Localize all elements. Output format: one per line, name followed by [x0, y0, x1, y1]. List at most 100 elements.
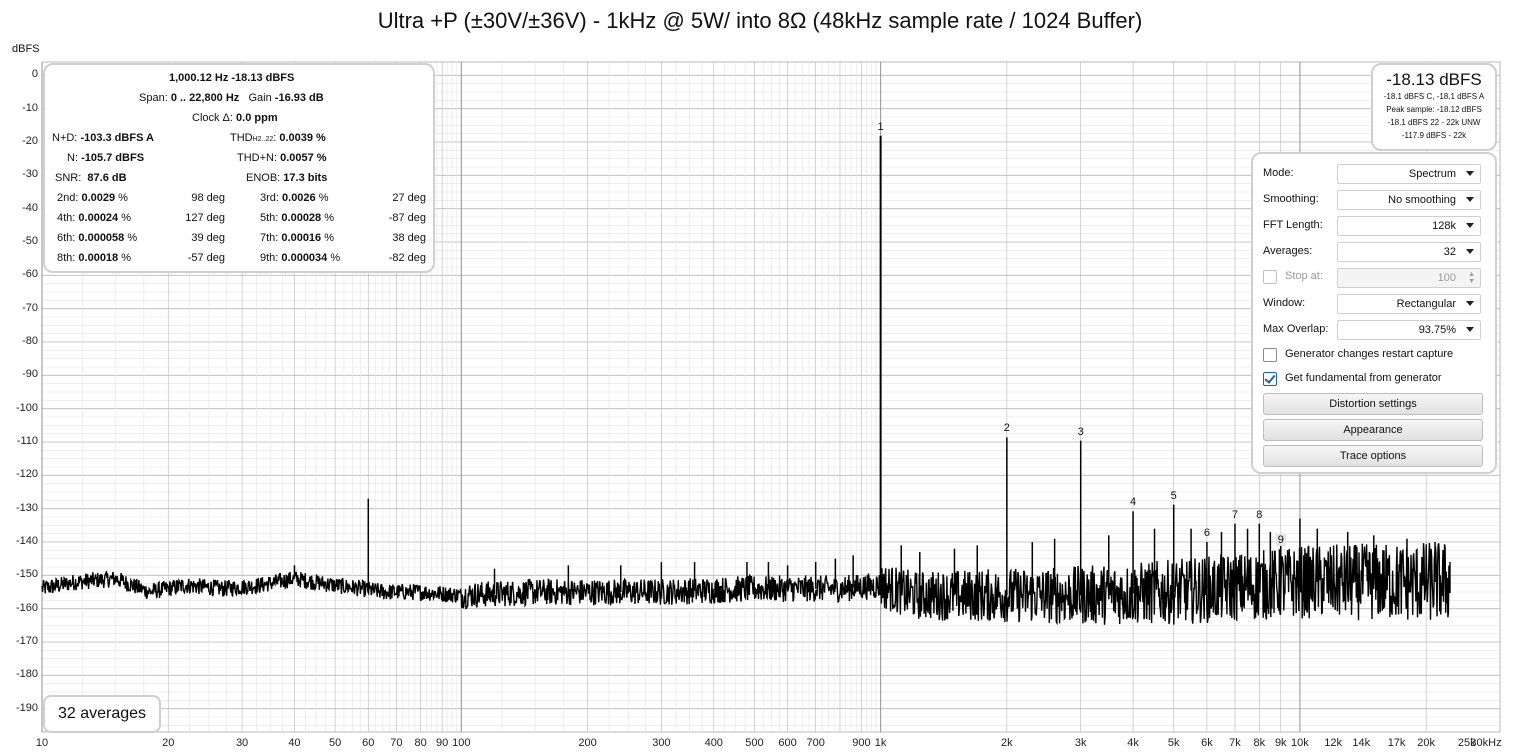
- y-tick-label: -170: [15, 635, 38, 647]
- harmonic-phase: -87 deg: [388, 212, 426, 224]
- y-tick-label: -80: [22, 335, 38, 347]
- x-tick-label: 3k: [1074, 737, 1087, 749]
- harmonic-label-9: 9: [1275, 533, 1286, 546]
- n-readout: N: -105.7 dBFS: [67, 152, 145, 164]
- x-tick-label: 1k: [874, 737, 887, 749]
- x-tick-label: 8k: [1253, 737, 1266, 749]
- x-tick-label: 70: [390, 737, 403, 749]
- x-tick-label: 4k: [1127, 737, 1139, 749]
- x-tick-label: 100: [452, 737, 471, 749]
- x-tick-label: 14k: [1352, 737, 1371, 749]
- harmonic-value: 5th: 0.00028 %: [260, 212, 335, 224]
- x-tick-label: 30: [235, 737, 249, 749]
- peak-lines: [293, 135, 1436, 596]
- harmonic-value: 6th: 0.000058 %: [57, 232, 138, 244]
- distortion-settings-button[interactable]: Distortion settings: [1263, 393, 1483, 415]
- harmonic-value: 8th: 0.00018 %: [57, 252, 132, 264]
- harmonic-label-6: 6: [1203, 527, 1210, 539]
- x-tick-label: 30kHz: [1470, 737, 1502, 749]
- y-tick-label: -100: [15, 401, 38, 414]
- fft-length-row: FFT Length: 128k: [1263, 216, 1485, 236]
- x-tick-label: 20k: [1417, 737, 1436, 749]
- fundamental-row[interactable]: Get fundamental from generator: [1263, 370, 1485, 390]
- x-tick-label: 9k: [1274, 737, 1287, 749]
- x-tick-label: 80: [414, 737, 427, 749]
- x-tick-label: 90: [436, 737, 449, 749]
- max-overlap-row: Max Overlap: 93.75%: [1263, 320, 1485, 340]
- chevron-down-icon: [1466, 301, 1474, 306]
- chevron-down-icon: [1466, 249, 1474, 254]
- stop-at-row: Stop at: 100 ▲ ▼: [1263, 268, 1485, 288]
- harmonic-label-7: 7: [1231, 508, 1239, 521]
- gen-restart-row[interactable]: Generator changes restart capture: [1263, 346, 1485, 366]
- y-tick-label: -30: [22, 168, 38, 181]
- spectrum-control-panel: Mode: Spectrum Smoothing: No smoothing F…: [1251, 152, 1497, 474]
- x-tick-label: 50: [328, 737, 342, 749]
- harmonic-label-1: 1: [877, 120, 884, 133]
- harmonic-value: 2nd: 0.0029 %: [57, 192, 128, 204]
- harmonic-phase: -57 deg: [187, 252, 225, 264]
- peak-level-value: -18.13 dBFS: [1386, 70, 1482, 89]
- appearance-button[interactable]: Appearance: [1263, 419, 1483, 441]
- averages-badge: 32 averages: [43, 695, 161, 733]
- harmonic-value: 7th: 0.00016 %: [260, 232, 335, 244]
- span-readout: Span: 0 .. 22,800 Hz Gain -16.93 dB: [139, 92, 324, 104]
- x-tick-label: 12k: [1324, 737, 1342, 749]
- x-tick-label: 7k: [1229, 737, 1241, 749]
- thd-readout: THDH2..22: 0.0039 %: [230, 132, 326, 144]
- max-overlap-select[interactable]: 93.75%: [1337, 320, 1481, 340]
- y-tick-label: 0: [31, 68, 38, 81]
- spinner-arrows-icon: ▲ ▼: [1468, 271, 1475, 285]
- mode-select[interactable]: Spectrum: [1337, 164, 1481, 184]
- harmonic-label-4: 4: [1130, 496, 1137, 509]
- stop-at-spinner[interactable]: 100 ▲ ▼: [1337, 268, 1481, 288]
- x-tick-label: 700: [806, 737, 825, 749]
- chevron-down-icon: [1466, 327, 1474, 332]
- chevron-down-icon: [1466, 223, 1474, 228]
- harmonic-phase: 98 deg: [191, 192, 225, 204]
- y-tick-label: -120: [15, 468, 38, 481]
- stop-at-checkbox[interactable]: [1263, 270, 1277, 284]
- x-tick-label: 60: [362, 737, 375, 749]
- y-tick-label: -90: [22, 368, 38, 381]
- fft-length-select[interactable]: 128k: [1337, 216, 1481, 236]
- fundamental-checkbox[interactable]: [1263, 372, 1277, 386]
- y-tick-label: -150: [15, 568, 38, 581]
- x-tick-label: 6k: [1201, 737, 1213, 749]
- x-tick-label: 40: [288, 737, 301, 749]
- chevron-down-icon: [1466, 171, 1474, 176]
- harmonic-label-8: 8: [1256, 508, 1263, 521]
- fundamental-readout: 1,000.12 Hz -18.13 dBFS: [169, 72, 295, 84]
- distortion-readout[interactable]: 1,000.12 Hz -18.13 dBFS Span: 0 .. 22,80…: [43, 63, 435, 273]
- peak-line-3: -18.1 dBFS 22 - 22k UNW: [1387, 118, 1481, 127]
- averages-select[interactable]: 32: [1337, 242, 1481, 262]
- harmonic-phase: 38 deg: [392, 232, 426, 244]
- y-tick-label: -180: [15, 668, 38, 681]
- x-tick-label: 5k: [1167, 737, 1180, 749]
- clock-readout: Clock Δ: 0.0 ppm: [192, 112, 278, 124]
- gen-restart-checkbox[interactable]: [1263, 348, 1277, 362]
- chevron-down-icon: [1466, 197, 1474, 202]
- y-axis-unit: dBFS: [12, 43, 40, 55]
- mode-row: Mode: Spectrum: [1263, 164, 1485, 184]
- harmonic-value: 3rd: 0.0026 %: [260, 192, 329, 204]
- harmonic-label-5: 5: [1170, 489, 1177, 502]
- smoothing-select[interactable]: No smoothing: [1337, 190, 1481, 210]
- y-tick-label: -10: [22, 101, 38, 114]
- y-tick-label: -110: [16, 435, 38, 447]
- window-row: Window: Rectangular: [1263, 294, 1485, 314]
- y-tick-label: -190: [15, 701, 38, 714]
- x-tick-label: 17k: [1387, 737, 1406, 749]
- y-tick-label: -160: [15, 601, 38, 614]
- trace-options-button[interactable]: Trace options: [1263, 445, 1483, 467]
- y-tick-label: -60: [22, 268, 38, 281]
- y-tick-label: -40: [22, 201, 38, 214]
- window-select[interactable]: Rectangular: [1337, 294, 1481, 314]
- x-tick-label: 300: [652, 737, 671, 749]
- nd-readout: N+D: -103.3 dBFS A: [52, 132, 154, 144]
- peak-line-2: Peak sample: -18.12 dBFS: [1386, 105, 1482, 114]
- x-tick-label: 10k: [1291, 737, 1309, 749]
- x-tick-label: 200: [578, 737, 597, 749]
- chart-title: Ultra +P (±30V/±36V) - 1kHz @ 5W/ into 8…: [377, 8, 1143, 33]
